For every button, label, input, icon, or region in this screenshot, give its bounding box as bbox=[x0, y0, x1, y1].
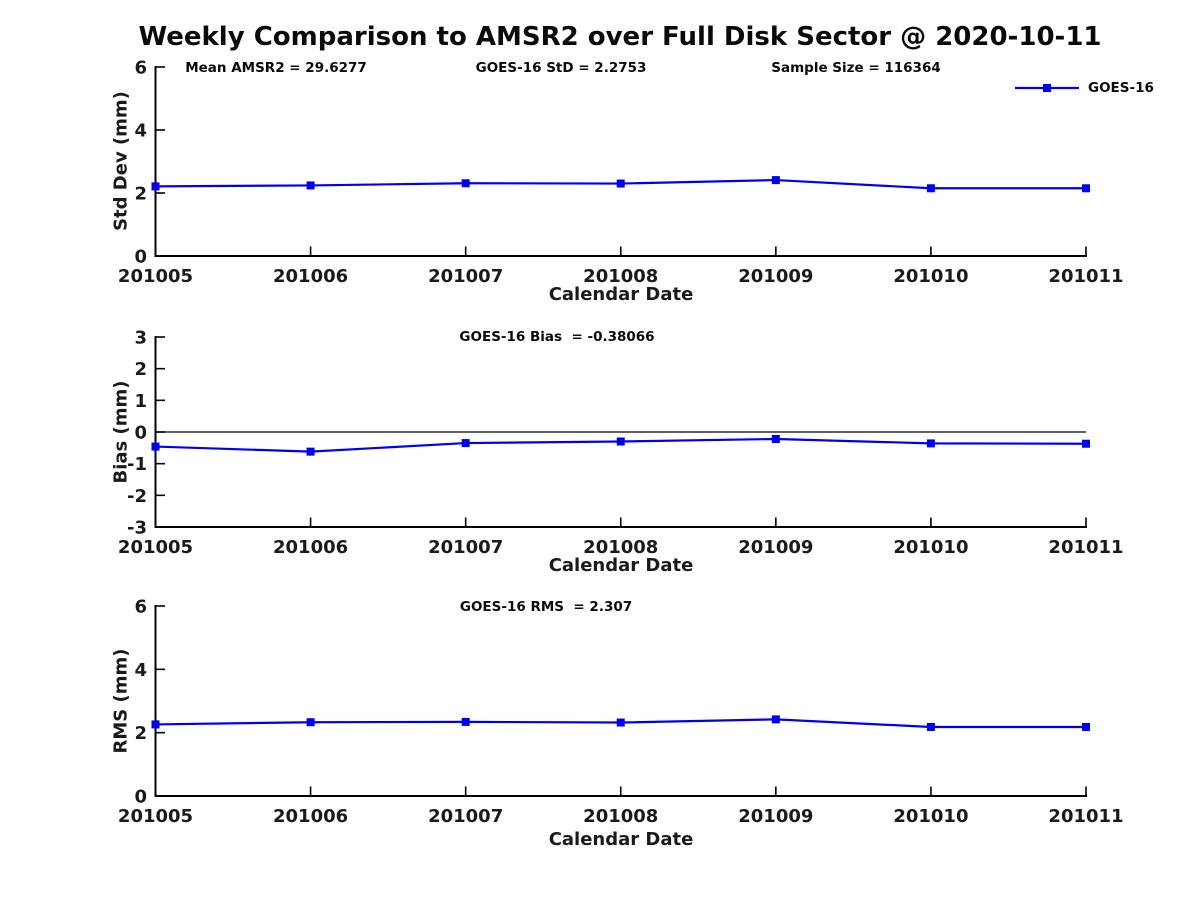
data-point-marker bbox=[926, 439, 935, 448]
x-tick-label: 201008 bbox=[583, 266, 658, 287]
x-tick-label: 201011 bbox=[1048, 266, 1123, 287]
x-tick-label: 201006 bbox=[273, 806, 348, 827]
x-tick-label: 201007 bbox=[428, 806, 503, 827]
data-point-marker bbox=[1082, 722, 1090, 731]
x-tick-label: 201009 bbox=[738, 266, 813, 287]
y-tick-label: 0 bbox=[134, 787, 147, 808]
data-point-marker bbox=[151, 182, 160, 191]
x-tick-label: 201011 bbox=[1048, 537, 1123, 558]
y-tick-label: -1 bbox=[127, 454, 147, 475]
x-tick-label: 201010 bbox=[893, 806, 968, 827]
x-tick-label: 201006 bbox=[273, 266, 348, 287]
page-title: Weekly Comparison to AMSR2 over Full Dis… bbox=[138, 22, 1102, 52]
bias-chart: -3 -2 -1 0 1 2 3 201005 201006 201007 201008 201009… bbox=[118, 328, 1124, 559]
data-point-marker bbox=[461, 179, 470, 188]
x-tick-label: 201008 bbox=[583, 806, 658, 827]
data-point-marker bbox=[616, 718, 625, 727]
data-point-marker bbox=[306, 718, 315, 727]
x-tick-label: 201005 bbox=[118, 266, 193, 287]
data-point-marker bbox=[616, 437, 625, 446]
data-point-marker bbox=[616, 179, 625, 188]
x-tick-label: 201010 bbox=[893, 537, 968, 558]
y-tick-label: 6 bbox=[134, 597, 147, 618]
std-dev-chart: 0 2 4 6 201005 201006 201007 201008 201009 201010… bbox=[118, 58, 1124, 288]
annotation-sample-size: Sample Size = 116364 bbox=[771, 60, 941, 76]
y-axis-label-std-dev: Std Dev (mm) bbox=[110, 91, 132, 231]
y-tick-label: 4 bbox=[134, 121, 147, 142]
y-tick-label: 0 bbox=[134, 247, 147, 268]
data-point-marker bbox=[306, 447, 315, 456]
y-tick-label: 6 bbox=[134, 58, 147, 79]
y-tick-label: 4 bbox=[134, 660, 147, 681]
annotation-goes16-std: GOES-16 StD = 2.2753 bbox=[475, 60, 647, 76]
data-point-marker bbox=[461, 439, 470, 448]
annotation-mean-amsr2: Mean AMSR2 = 29.6277 bbox=[185, 60, 367, 76]
data-point-marker bbox=[461, 717, 470, 726]
y-tick-label: 2 bbox=[134, 184, 147, 205]
x-axis-label-std-dev: Calendar Date bbox=[548, 284, 694, 305]
data-point-marker bbox=[1082, 439, 1090, 448]
x-tick-label: 201007 bbox=[428, 537, 503, 558]
x-tick-label: 201006 bbox=[273, 537, 348, 558]
y-tick-label: -3 bbox=[127, 518, 147, 539]
data-point-marker bbox=[926, 184, 935, 193]
y-axis-label-bias: Bias (mm) bbox=[110, 380, 132, 484]
data-point-marker bbox=[926, 722, 935, 731]
x-axis-label-rms: Calendar Date bbox=[548, 829, 694, 850]
x-tick-label: 201007 bbox=[428, 266, 503, 287]
data-point-marker bbox=[771, 434, 780, 443]
legend: GOES-16 bbox=[1014, 80, 1154, 96]
x-tick-label: 201009 bbox=[738, 806, 813, 827]
x-tick-label: 201010 bbox=[893, 266, 968, 287]
annotation-goes16-bias: GOES-16 Bias = -0.38066 bbox=[459, 329, 655, 345]
y-tick-label: 1 bbox=[134, 391, 147, 412]
y-tick-label: 2 bbox=[134, 359, 147, 380]
data-point-marker bbox=[151, 442, 160, 451]
x-tick-label: 201005 bbox=[118, 806, 193, 827]
data-point-marker bbox=[151, 720, 160, 729]
y-axis-label-rms: RMS (mm) bbox=[110, 648, 132, 754]
legend-line-marker-icon bbox=[1015, 84, 1079, 92]
rms-chart: 0 2 4 6 201005 201006 201007 201008 201009 201010… bbox=[118, 597, 1124, 828]
x-tick-label: 201009 bbox=[738, 537, 813, 558]
annotation-goes16-rms: GOES-16 RMS = 2.307 bbox=[459, 599, 633, 615]
data-point-marker bbox=[306, 181, 315, 190]
y-tick-label: -2 bbox=[127, 486, 147, 507]
legend-label: GOES-16 bbox=[1088, 80, 1154, 96]
x-tick-label: 201005 bbox=[118, 537, 193, 558]
y-tick-label: 2 bbox=[134, 723, 147, 744]
data-point-marker bbox=[1082, 184, 1090, 193]
x-tick-label: 201011 bbox=[1048, 806, 1123, 827]
y-tick-label: 3 bbox=[134, 328, 147, 349]
data-point-marker bbox=[771, 715, 780, 724]
y-tick-label: 0 bbox=[134, 423, 147, 444]
data-point-marker bbox=[771, 176, 780, 185]
x-tick-label: 201008 bbox=[583, 537, 658, 558]
x-axis-label-bias: Calendar Date bbox=[548, 555, 694, 576]
